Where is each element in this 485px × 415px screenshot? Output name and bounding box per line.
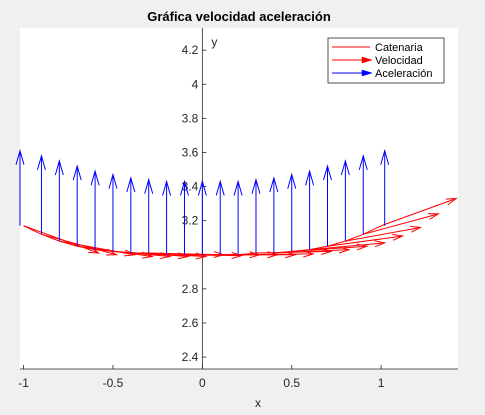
velocidad-arrow-shaft (345, 226, 421, 242)
aceleracin-arrow (54, 159, 64, 242)
aceleracin-arrow (323, 164, 332, 247)
x-tick-label: 1 (378, 376, 385, 390)
y-axis-label: y (211, 35, 217, 49)
aceleracin-arrow (90, 169, 100, 250)
velocidad-arrow-head (231, 252, 244, 259)
legend-label-aceleracin: Aceleración (375, 68, 432, 80)
aceleracin-arrow-head (287, 172, 297, 189)
aceleracin-arrow-head (36, 154, 46, 171)
aceleracin-arrow-head (380, 148, 390, 165)
aceleracin-arrow (126, 176, 136, 254)
aceleracin-arrow (162, 179, 172, 255)
velocidad-arrow-head (445, 197, 458, 206)
velocidad-arrow-head (374, 240, 387, 248)
velocidad-arrow (327, 233, 405, 247)
y-tick-label: 2.8 (182, 282, 199, 296)
legend-label-catenaria: Catenaria (375, 42, 424, 54)
aceleracin-arrow (215, 179, 225, 255)
aceleracin-arrow-head (54, 159, 64, 176)
aceleracin-arrow-head (215, 179, 225, 196)
y-tick-label: 3.6 (182, 145, 199, 159)
aceleracin-arrow (144, 177, 154, 254)
velocidad-arrow (345, 225, 423, 242)
y-tick-label: 2.4 (182, 350, 199, 364)
legend-label-velocidad: Velocidad (375, 55, 423, 67)
aceleracin-arrow-head (251, 177, 261, 194)
legend-swatch-head-aceleracin (361, 69, 373, 77)
aceleracin-arrow (358, 154, 368, 235)
aceleracin-arrow-head (72, 164, 82, 181)
velocidad-arrow-shaft (273, 249, 349, 254)
aceleracin-arrow (108, 172, 118, 252)
velocidad-arrow-shaft (291, 245, 367, 252)
x-tick-label: 0.5 (283, 376, 300, 390)
y-tick-group: 2.4 2.6 2.8 3.2 3.4 3.6 3.8 4 4.2 (182, 43, 207, 364)
aceleracin-arrow-head (340, 159, 350, 176)
x-tick-label: -1 (18, 376, 29, 390)
aceleracin-arrow-head (15, 148, 25, 165)
aceleracin-arrow (380, 148, 390, 226)
velocidad-arrow (363, 213, 441, 235)
aceleracin-arrow-head (144, 177, 154, 194)
aceleracin-arrow-head (126, 176, 136, 193)
aceleracin-arrow-head (90, 169, 100, 186)
x-axis-label: x (255, 396, 261, 410)
velocidad-arrow (380, 197, 458, 227)
velocidad-arrow-shaft (363, 213, 439, 235)
y-tick-label: 4 (192, 77, 199, 91)
aceleracin-arrow (269, 176, 279, 254)
y-tick-label: 3.2 (182, 214, 199, 228)
aceleracin-arrow-head (233, 179, 243, 196)
velocidad-arrow-shaft (380, 198, 457, 227)
aceleracin-arrow-head (197, 179, 207, 196)
aceleracin-arrow-head (269, 176, 279, 193)
x-tick-group: -1 -0.5 0 0.5 1 (18, 365, 385, 390)
aceleracin-arrow-head (162, 179, 172, 196)
aceleracin-arrow-head (305, 169, 315, 186)
legend-item-catenaria: Catenaria (332, 42, 424, 54)
legend-item-aceleracin: Aceleración (332, 68, 432, 80)
aceleracin-arrow (36, 154, 46, 235)
velocidad-arrow-shaft (327, 235, 403, 247)
velocidad-arrow-shaft (238, 253, 314, 256)
aceleracin-arrow (72, 164, 82, 247)
legend-item-velocidad: Velocidad (332, 55, 423, 67)
aceleracin-arrow (251, 177, 261, 254)
aceleracin-arrow-head (179, 179, 189, 196)
y-tick-label: 4.2 (182, 43, 199, 57)
aceleracin-arrow (15, 148, 25, 226)
data-marks (15, 148, 458, 260)
aceleracin-arrow-head (108, 172, 118, 189)
velocidad-arrow-shaft (309, 242, 385, 251)
aceleracin-arrow-head (358, 154, 368, 171)
x-tick-label: -0.5 (103, 376, 124, 390)
aceleracin-arrow (340, 159, 350, 242)
chart-title: Gráfica velocidad aceleración (147, 9, 331, 24)
velocidad-arrow-head (427, 213, 441, 220)
y-tick-label: 3.8 (182, 111, 199, 125)
velocidad-arrow-head (410, 225, 423, 233)
x-tick-label: 0 (199, 376, 206, 390)
legend-swatch-head-velocidad (361, 56, 373, 64)
aceleracin-arrow (197, 179, 207, 255)
y-tick-label: 2.6 (182, 316, 199, 330)
velocidad-arrow-head (392, 233, 405, 241)
velocidad-arrow-head (123, 249, 137, 257)
aceleracin-arrow (287, 172, 297, 252)
aceleracin-arrow (305, 169, 315, 250)
y-tick-label: 3.4 (182, 180, 199, 194)
velocidad-arrow (309, 240, 387, 251)
aceleracin-arrow (179, 179, 189, 255)
aceleracin-arrow (233, 179, 243, 255)
aceleracin-arrow-head (323, 164, 332, 181)
